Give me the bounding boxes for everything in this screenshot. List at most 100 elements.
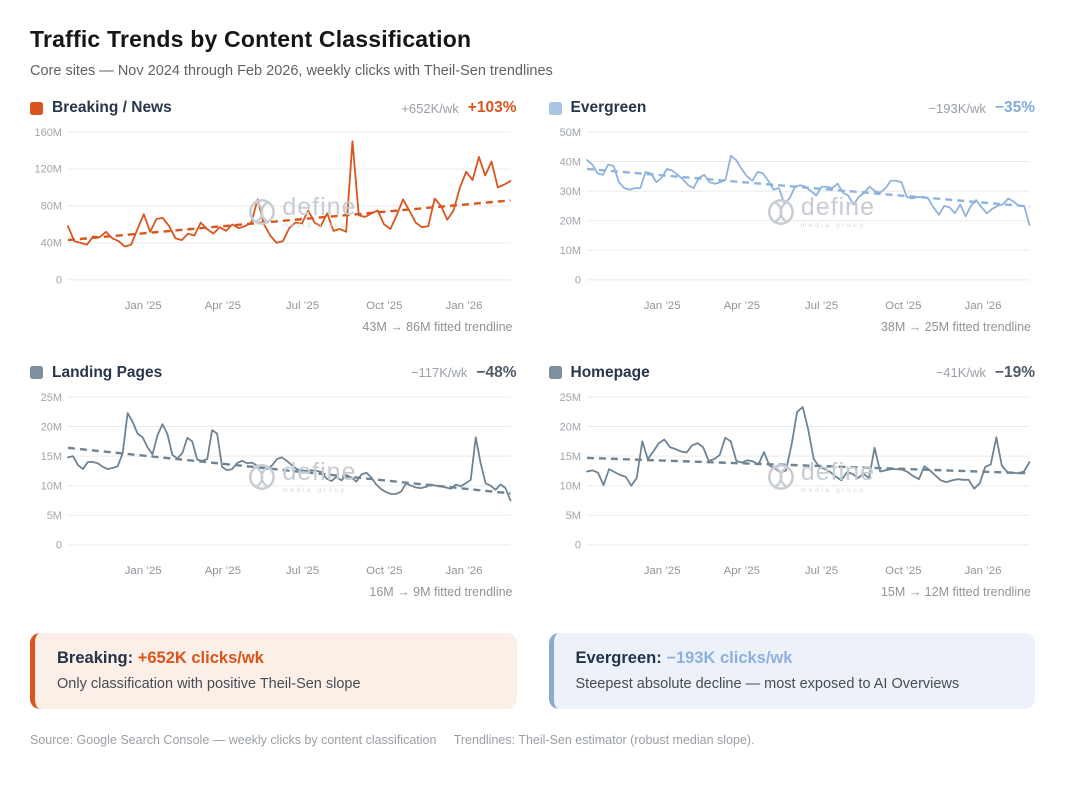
callout-title-label: Evergreen: <box>575 648 662 667</box>
chart-card-homepage: Homepage −41K/wk −19% 0 5M 10M 15M 20M 25M Jan… <box>548 363 1036 611</box>
y-tick-label: 15M <box>559 451 580 463</box>
data-series-line <box>585 154 1030 226</box>
y-tick-label: 40M <box>559 156 580 168</box>
x-tick-label: Jan ’26 <box>964 565 1001 577</box>
y-tick-label: 160M <box>35 127 62 139</box>
chart-title: Homepage <box>570 363 650 381</box>
line-chart-svg: 0 10M 20M 30M 40M 50M Jan ’25 Apr ’25 Jul ’25 Oct… <box>559 127 1030 312</box>
chart-title: Evergreen <box>570 99 647 116</box>
x-tick-label: Oct ’25 <box>885 300 921 312</box>
x-tick-label: Jan ’25 <box>643 300 680 312</box>
line-chart-plot: 0 5M 10M 15M 20M 25M Jan ’25 Apr ’25 Jul ’25 Oct … <box>30 387 517 579</box>
chart-caption: 16M → 9M fitted trendline <box>369 584 513 599</box>
data-series-line <box>67 140 512 248</box>
theil-sen-trendline <box>586 456 1030 475</box>
y-tick-label: 20M <box>41 421 62 433</box>
callout-value: −193K clicks/wk <box>666 648 793 667</box>
chart-header: Homepage −41K/wk −19% <box>548 363 1035 382</box>
y-tick-label: 10M <box>559 245 580 257</box>
footer-source: Source: Google Search Console — weekly c… <box>30 732 437 747</box>
x-tick-label: Jan ’26 <box>964 300 1001 312</box>
y-tick-label: 20M <box>559 421 580 433</box>
theil-sen-trendline <box>586 167 1030 208</box>
data-series-line <box>585 405 1030 490</box>
legend-swatch <box>548 101 562 115</box>
callout-value: +652K clicks/wk <box>137 648 264 667</box>
y-tick-label: 0 <box>56 539 62 551</box>
callout-evergreen: Evergreen: −193K clicks/wk Steepest abso… <box>548 632 1035 709</box>
y-tick-label: 25M <box>559 392 580 404</box>
y-tick-label: 5M <box>47 510 62 522</box>
x-tick-label: Oct ’25 <box>885 565 921 577</box>
chart-card-evergreen: Evergreen −193K/wk −35% 0 10M 20M 30M 40M 50M… <box>548 99 1036 346</box>
y-tick-label: 10M <box>41 480 62 492</box>
x-tick-label: Apr ’25 <box>205 300 241 312</box>
slope-label: −41K/wk <box>935 365 986 381</box>
chart-header: Landing Pages −117K/wk −48% <box>30 364 517 382</box>
line-chart-plot: 0 40M 80M 120M 160M Jan ’25 Apr ’25 Jul ’25 Oct … <box>30 122 517 314</box>
x-tick-label: Jan ’26 <box>446 300 483 312</box>
chart-caption: 43M → 86M fitted trendline <box>362 319 513 334</box>
chart-caption: 38M → 25M fitted trendline <box>880 319 1031 334</box>
page-title: Traffic Trends by Content Classification <box>30 26 472 52</box>
chart-title: Landing Pages <box>52 363 163 381</box>
x-tick-label: Apr ’25 <box>205 565 241 577</box>
chart-header: Breaking / News +652K/wk +103% <box>30 99 517 117</box>
data-series-line <box>67 411 512 502</box>
y-tick-label: 120M <box>35 164 62 176</box>
chart-card-landing-pages: Landing Pages −117K/wk −48% 0 5M 10M 15M 20M… <box>30 364 517 611</box>
line-chart-svg: 0 5M 10M 15M 20M 25M Jan ’25 Apr ’25 Jul ’25 Oct … <box>41 392 512 577</box>
slope-label: +652K/wk <box>401 100 459 116</box>
y-tick-label: 50M <box>559 127 580 139</box>
line-chart-plot: 0 10M 20M 30M 40M 50M Jan ’25 Apr ’25 Jul ’25 Oct… <box>549 122 1036 314</box>
x-tick-label: Oct ’25 <box>366 565 402 577</box>
slope-label: −117K/wk <box>410 365 468 381</box>
x-tick-label: Jul ’25 <box>804 300 837 312</box>
x-tick-label: Jan ’26 <box>446 565 483 577</box>
line-chart-svg: 0 5M 10M 15M 20M 25M Jan ’25 Apr ’25 Jul ’25 Oct … <box>559 392 1030 577</box>
callout-title: Breaking: +652K clicks/wk <box>57 649 495 668</box>
y-tick-label: 25M <box>41 392 62 404</box>
callout-body: Steepest absolute decline — most exposed… <box>575 675 960 692</box>
chart-title: Breaking / News <box>52 99 172 116</box>
x-tick-label: Jul ’25 <box>804 565 837 577</box>
x-tick-label: Apr ’25 <box>723 300 759 312</box>
legend-swatch <box>30 101 43 115</box>
y-tick-label: 0 <box>574 539 580 551</box>
callouts-row: Breaking: +652K clicks/wk Only classific… <box>30 632 1035 709</box>
callout-title: Evergreen: −193K clicks/wk <box>576 649 1014 668</box>
x-tick-label: Jan ’25 <box>643 565 680 577</box>
y-tick-label: 0 <box>574 275 580 287</box>
y-tick-label: 10M <box>559 480 580 492</box>
page-subtitle: Core sites — Nov 2024 through Feb 2026, … <box>30 63 553 79</box>
percent-change: −19% <box>994 363 1035 381</box>
callout-breaking: Breaking: +652K clicks/wk Only classific… <box>30 632 517 709</box>
line-chart-svg: 0 40M 80M 120M 160M Jan ’25 Apr ’25 Jul ’25 Oct … <box>35 127 512 312</box>
legend-swatch <box>548 366 562 380</box>
y-tick-label: 15M <box>41 451 62 463</box>
percent-change: +103% <box>467 99 517 116</box>
chart-caption: 15M → 12M fitted trendline <box>880 584 1031 599</box>
y-tick-label: 0 <box>56 275 62 287</box>
slope-label: −193K/wk <box>928 100 986 116</box>
percent-change: −35% <box>994 99 1035 116</box>
x-tick-label: Jan ’25 <box>125 565 162 577</box>
theil-sen-trendline <box>67 199 511 242</box>
y-tick-label: 20M <box>559 215 580 227</box>
x-tick-label: Jul ’25 <box>286 565 319 577</box>
y-tick-label: 5M <box>565 510 580 522</box>
callout-title-label: Breaking: <box>57 648 134 667</box>
line-chart-plot: 0 5M 10M 15M 20M 25M Jan ’25 Apr ’25 Jul ’25 Oct … <box>549 387 1036 579</box>
footer-trendlines: Trendlines: Theil-Sen estimator (robust … <box>453 732 755 747</box>
legend-swatch <box>30 366 43 380</box>
y-tick-label: 30M <box>559 186 580 198</box>
theil-sen-trendline <box>67 446 511 495</box>
x-tick-label: Apr ’25 <box>723 565 759 577</box>
y-tick-label: 40M <box>41 238 62 250</box>
chart-header: Evergreen −193K/wk −35% <box>548 99 1035 117</box>
callout-body: Only classification with positive Theil-… <box>57 675 361 692</box>
x-tick-label: Jul ’25 <box>286 300 319 312</box>
y-tick-label: 80M <box>41 201 62 213</box>
footer-note: Source: Google Search Console — weekly c… <box>30 733 1035 747</box>
